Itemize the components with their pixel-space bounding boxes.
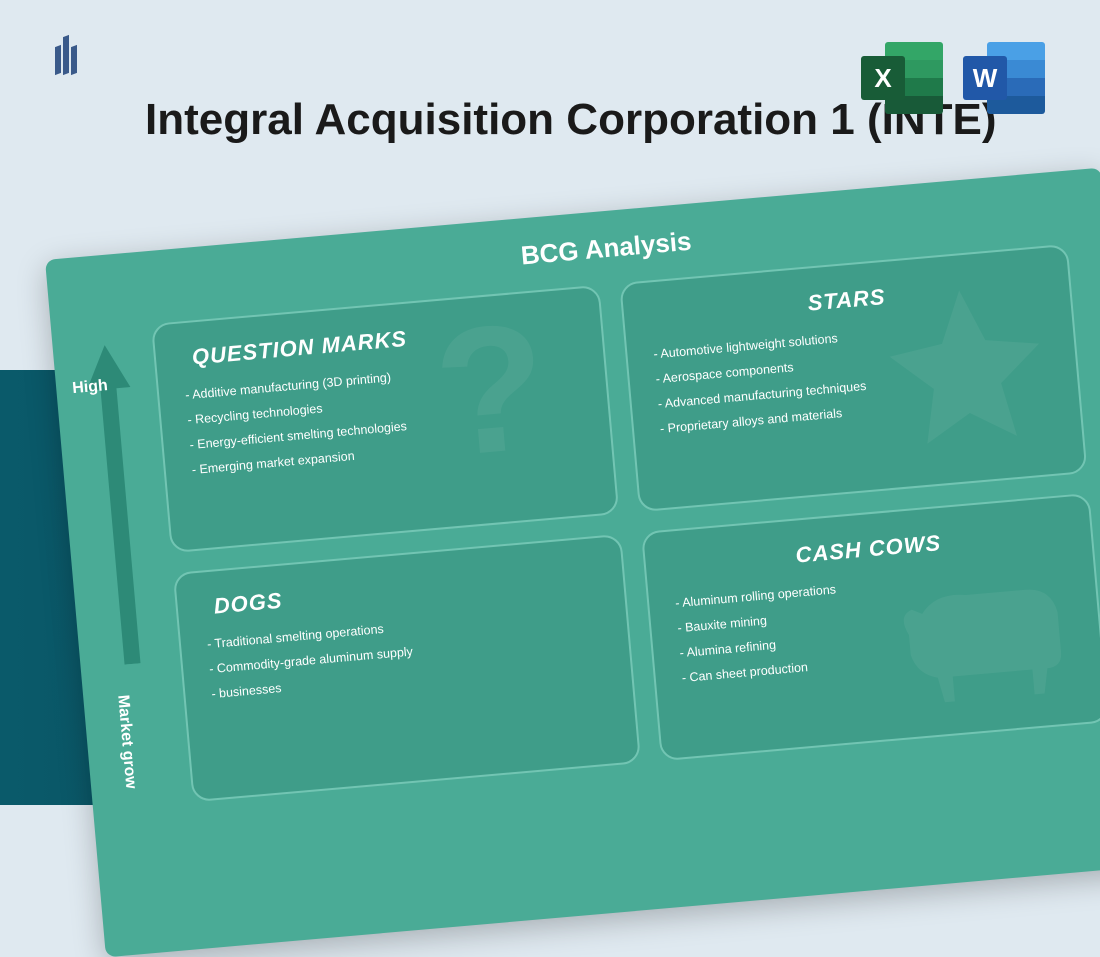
excel-icon[interactable]: X	[861, 40, 943, 118]
quadrant-items: Automotive lightweight solutionsAerospac…	[652, 308, 1053, 442]
brand-logo-icon	[55, 32, 79, 79]
quadrant-question-marks: ? QUESTION MARKS Additive manufacturing …	[151, 285, 619, 553]
quadrant-cash-cows: CASH COWS Aluminum rolling operationsBau…	[641, 493, 1100, 761]
bcg-card: BCG Analysis High Market grow ? QUESTION…	[45, 168, 1100, 957]
word-icon[interactable]: W	[963, 40, 1045, 118]
export-icons: X W	[861, 40, 1045, 118]
quadrant-items: Aluminum rolling operationsBauxite minin…	[674, 557, 1075, 691]
word-letter: W	[963, 56, 1007, 100]
quadrant-items: Additive manufacturing (3D printing)Recy…	[184, 349, 585, 483]
excel-letter: X	[861, 56, 905, 100]
bcg-grid: ? QUESTION MARKS Additive manufacturing …	[151, 244, 1100, 802]
quadrant-dogs: DOGS Traditional smelting operationsComm…	[173, 534, 641, 802]
axis-high-label: High	[72, 377, 109, 398]
y-axis-label: Market grow	[113, 694, 139, 789]
quadrant-stars: STARS Automotive lightweight solutionsAe…	[619, 244, 1087, 512]
